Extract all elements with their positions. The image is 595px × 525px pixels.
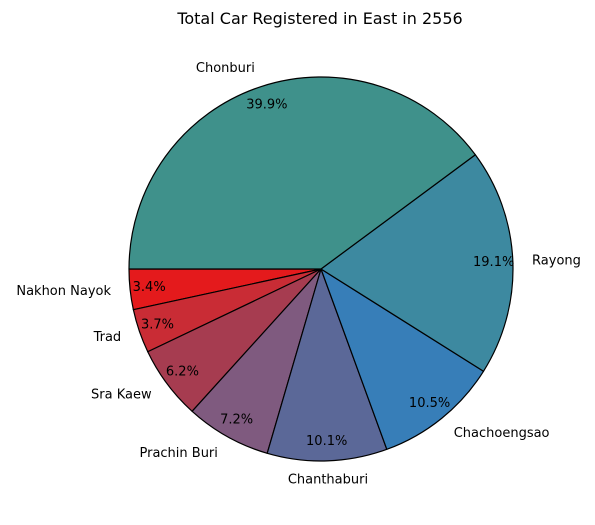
- pie-slice-rayong: [320, 154, 514, 372]
- slice-percent-prachin-buri: 7.2%: [220, 412, 253, 427]
- slice-percent-trad: 3.7%: [141, 317, 174, 332]
- pie-slice-chachoengsao: [320, 268, 485, 450]
- slice-percent-chanthaburi: 10.1%: [306, 434, 347, 449]
- chart-title: Total Car Registered in East in 2556: [176, 9, 462, 28]
- slice-percent-chachoengsao: 10.5%: [409, 396, 450, 411]
- slice-label-nakhon-nayok: Nakhon Nayok: [16, 284, 111, 299]
- slice-label-chanthaburi: Chanthaburi: [288, 473, 368, 488]
- pie-slice-chanthaburi: [266, 268, 388, 462]
- slice-percent-rayong: 19.1%: [473, 255, 514, 270]
- pie-labels: Nakhon Nayok 3.4% Trad 3.7% Sra Kaew 6.2% Prac…: [16, 61, 581, 488]
- slice-label-trad: Trad: [93, 330, 122, 345]
- slice-label-prachin-buri: Prachin Buri: [139, 446, 217, 461]
- slice-label-chachoengsao: Chachoengsao: [454, 426, 550, 441]
- slice-percent-sra-kaew: 6.2%: [166, 365, 199, 380]
- slice-label-chonburi: Chonburi: [196, 61, 255, 76]
- pie-slices: [128, 76, 514, 462]
- slice-label-rayong: Rayong: [532, 254, 581, 269]
- slice-label-sra-kaew: Sra Kaew: [91, 388, 152, 403]
- pie-slice-chonburi: [128, 76, 476, 270]
- slice-percent-chonburi: 39.9%: [246, 97, 287, 112]
- slice-percent-nakhon-nayok: 3.4%: [133, 280, 166, 295]
